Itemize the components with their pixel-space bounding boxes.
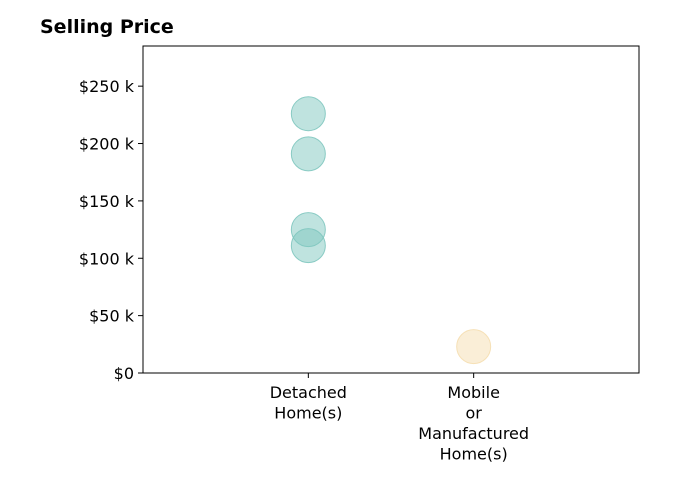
data-points (290, 96, 492, 365)
y-tick-label: $100 k (79, 249, 135, 268)
y-tick-label: $250 k (79, 77, 135, 96)
y-tick-label: $150 k (79, 192, 135, 211)
data-point (290, 228, 326, 264)
y-axis: $0 $50 k $100 k $150 k $200 k $250 k (79, 77, 143, 383)
y-tick-label: $50 k (89, 307, 135, 326)
chart-title: Selling Price (40, 16, 174, 38)
x-tick-label: or (465, 404, 482, 423)
x-tick-label: Mobile (447, 383, 499, 402)
plot-area-frame (142, 45, 640, 374)
data-point (290, 136, 326, 172)
x-tick-label: Detached (270, 383, 347, 402)
x-tick-label: Home(s) (440, 445, 508, 464)
y-tick-label: $0 (114, 364, 134, 383)
x-tick-label: Manufactured (418, 424, 529, 443)
data-point (290, 96, 326, 132)
data-point (456, 329, 492, 365)
y-tick-label: $200 k (79, 135, 135, 154)
x-tick-label: Home(s) (274, 404, 342, 423)
